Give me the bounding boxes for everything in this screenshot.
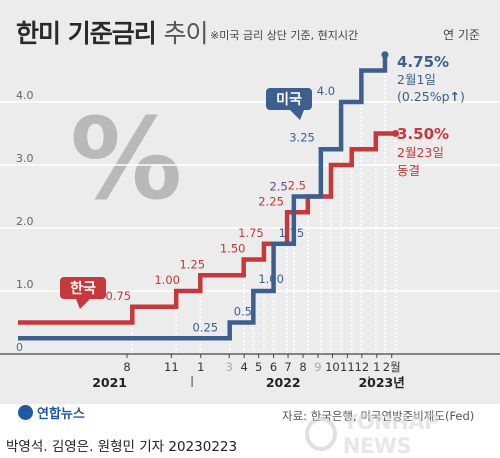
- x-tick-label: 9: [314, 360, 321, 374]
- x-tick-label: 5: [255, 360, 262, 374]
- kr-step-label: 1.75: [238, 226, 264, 240]
- x-tick-label: 10: [325, 360, 340, 374]
- year-label: 2023년: [358, 375, 404, 390]
- us-end-change-text: (0.25%p: [397, 89, 450, 104]
- byline: 박영석. 김영은. 원형민 기자 20230223: [6, 439, 238, 455]
- kr-step-label: 2.5: [288, 179, 306, 193]
- legend-tag-label: 한국: [70, 281, 96, 297]
- kr-step-label: 1.50: [220, 242, 246, 256]
- us-end-date: 2월1일: [397, 72, 436, 87]
- kr-step-label: 2.25: [258, 194, 284, 208]
- us-step-label: 0.25: [193, 320, 219, 334]
- x-tick-label: 4: [241, 360, 248, 374]
- us-step-label: 4.0: [317, 84, 335, 98]
- legend-tag-tail: [290, 110, 304, 120]
- kr-end-date: 2월23일: [397, 145, 444, 160]
- us-step-label: 1.00: [258, 272, 284, 286]
- us-end-value: 4.75%: [397, 53, 449, 71]
- x-tick-label: 1: [197, 360, 204, 374]
- us-end-change: (0.25%p↑): [397, 89, 465, 104]
- up-arrow-icon: ↑: [450, 89, 460, 104]
- kr-end-note: 동결: [397, 163, 420, 178]
- x-tick-label: 1: [373, 360, 380, 374]
- x-tick-label: 6: [270, 360, 277, 374]
- chart-title: 한미 기준금리 추이: [16, 14, 208, 50]
- kr-step-label: 1.00: [154, 273, 180, 287]
- kr-end-value: 3.50%: [397, 125, 449, 143]
- kr-step-label: 0.75: [105, 289, 131, 303]
- watermark: YONHAP NEWS: [305, 410, 500, 458]
- y-tick-label: 2.0: [16, 215, 34, 228]
- chart-title-main: 한미 기준금리: [16, 19, 157, 48]
- us-step-label: 3.25: [289, 130, 315, 144]
- unit-label: 연 기준: [443, 28, 480, 42]
- legend-tag: 한국: [60, 277, 106, 309]
- x-tick-label: 11: [164, 360, 179, 374]
- legend-tag-label: 미국: [276, 92, 302, 108]
- legend-tag-box: [266, 88, 312, 110]
- kr-step-label: 1.25: [179, 257, 205, 271]
- us-step-label: 0.5: [234, 305, 252, 319]
- legend-tag-tail: [76, 299, 90, 309]
- year-label: 2022: [266, 375, 301, 390]
- x-tick-label: 12: [355, 360, 370, 374]
- x-tick-label: 7: [284, 360, 291, 374]
- y-tick-label: 1.0: [16, 278, 34, 291]
- us-end-change-close: ): [460, 89, 465, 104]
- chart-subtitle: ※미국 금리 상단 기준, 현지시간: [210, 29, 359, 42]
- x-tick-label: 11: [340, 360, 355, 374]
- x-tick-label: 8: [299, 360, 306, 374]
- x-tick-label: 2월: [383, 360, 401, 374]
- us-step-label: 1.75: [279, 226, 305, 240]
- legend-tag-box: [60, 277, 106, 299]
- logo-text: 연합뉴스: [37, 407, 85, 422]
- y-tick-label: 0: [16, 341, 23, 354]
- end-point-kr: [392, 130, 400, 137]
- yonhap-logo: 연합뉴스: [18, 403, 85, 422]
- end-point-us: [381, 51, 389, 59]
- logo-mark-icon: [18, 405, 33, 420]
- series-line-us: [18, 54, 388, 341]
- watermark-circle-icon: [305, 417, 337, 451]
- x-tick-label: 3: [226, 360, 233, 374]
- year-label: 2021: [92, 375, 127, 390]
- percent-glyph: %: [70, 95, 182, 225]
- watermark-text: YONHAP NEWS: [342, 410, 440, 458]
- y-tick-label: 3.0: [16, 152, 34, 165]
- y-tick-label: 4.0: [16, 89, 34, 102]
- us-step-label: 2.5: [270, 180, 288, 194]
- x-tick-label: 8: [123, 360, 130, 374]
- chart-title-sub: 추이: [163, 19, 208, 48]
- legend-tag: 미국: [266, 88, 312, 120]
